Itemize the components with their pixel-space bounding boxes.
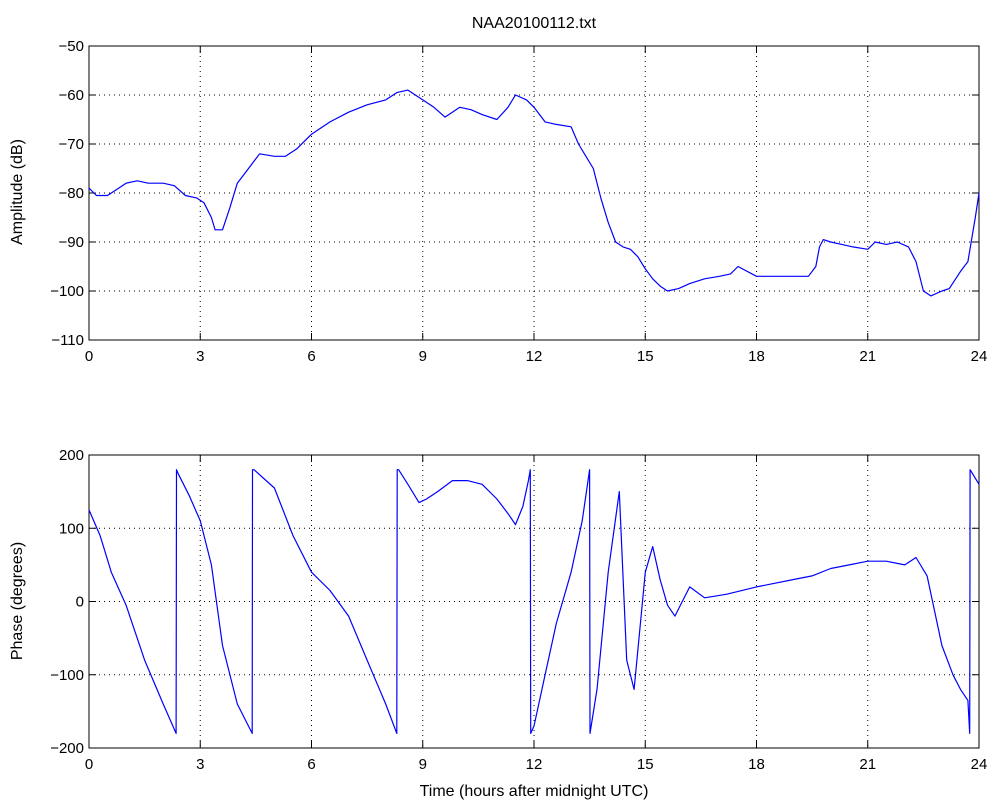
phase-x-tick-label: 3 [196, 756, 204, 773]
amplitude-y-tick-label: −50 [59, 38, 84, 55]
amplitude-x-tick-label: 24 [971, 348, 988, 365]
amplitude-y-tick-label: −100 [50, 283, 84, 300]
amplitude-x-tick-label: 0 [85, 348, 93, 365]
phase-series-line [88, 469, 980, 735]
amplitude-y-tick-label: −90 [59, 234, 84, 251]
phase-x-tick-label: 18 [748, 756, 765, 773]
amplitude-y-tick-label: −60 [59, 87, 84, 104]
amplitude-x-tick-label: 12 [526, 348, 543, 365]
amplitude-x-tick-label: 21 [859, 348, 876, 365]
phase-x-tick-label: 9 [419, 756, 427, 773]
amplitude-y-tick-label: −110 [51, 332, 84, 349]
amplitude-x-tick-label: 9 [419, 348, 427, 365]
phase-x-tick-label: 15 [637, 756, 654, 773]
phase-y-tick-label: 0 [76, 594, 84, 611]
amplitude-y-axis-label: Amplitude (dB) [9, 139, 26, 245]
amplitude-y-tick-label: −70 [59, 136, 84, 153]
amplitude-x-tick-label: 6 [307, 348, 315, 365]
amplitude-x-tick-label: 15 [637, 348, 654, 365]
amplitude-x-tick-label: 18 [748, 348, 765, 365]
amplitude-axes: NAA20100112.txt Amplitude (dB) 0 3 6 9 12 15 1… [9, 15, 987, 365]
phase-y-tick-label: 100 [59, 520, 84, 537]
amplitude-x-tick-label: 3 [196, 348, 204, 365]
phase-x-tick-label: 24 [971, 756, 988, 773]
phase-axes: Phase (degrees) Time (hours after midnig… [9, 447, 987, 800]
phase-x-tick-label: 21 [859, 756, 876, 773]
phase-x-tick-label: 6 [307, 756, 315, 773]
phase-y-tick-label: 200 [59, 447, 84, 464]
phase-x-tick-label: 12 [526, 756, 543, 773]
phase-x-tick-label: 0 [85, 756, 93, 773]
x-axis-label: Time (hours after midnight UTC) [420, 783, 649, 800]
phase-y-tick-label: −200 [50, 740, 84, 757]
phase-y-axis-label: Phase (degrees) [9, 542, 26, 660]
amplitude-series-line [88, 89, 980, 297]
amplitude-y-tick-label: −80 [59, 185, 84, 202]
phase-y-tick-label: −100 [50, 667, 84, 684]
chart-title: NAA20100112.txt [472, 15, 597, 32]
